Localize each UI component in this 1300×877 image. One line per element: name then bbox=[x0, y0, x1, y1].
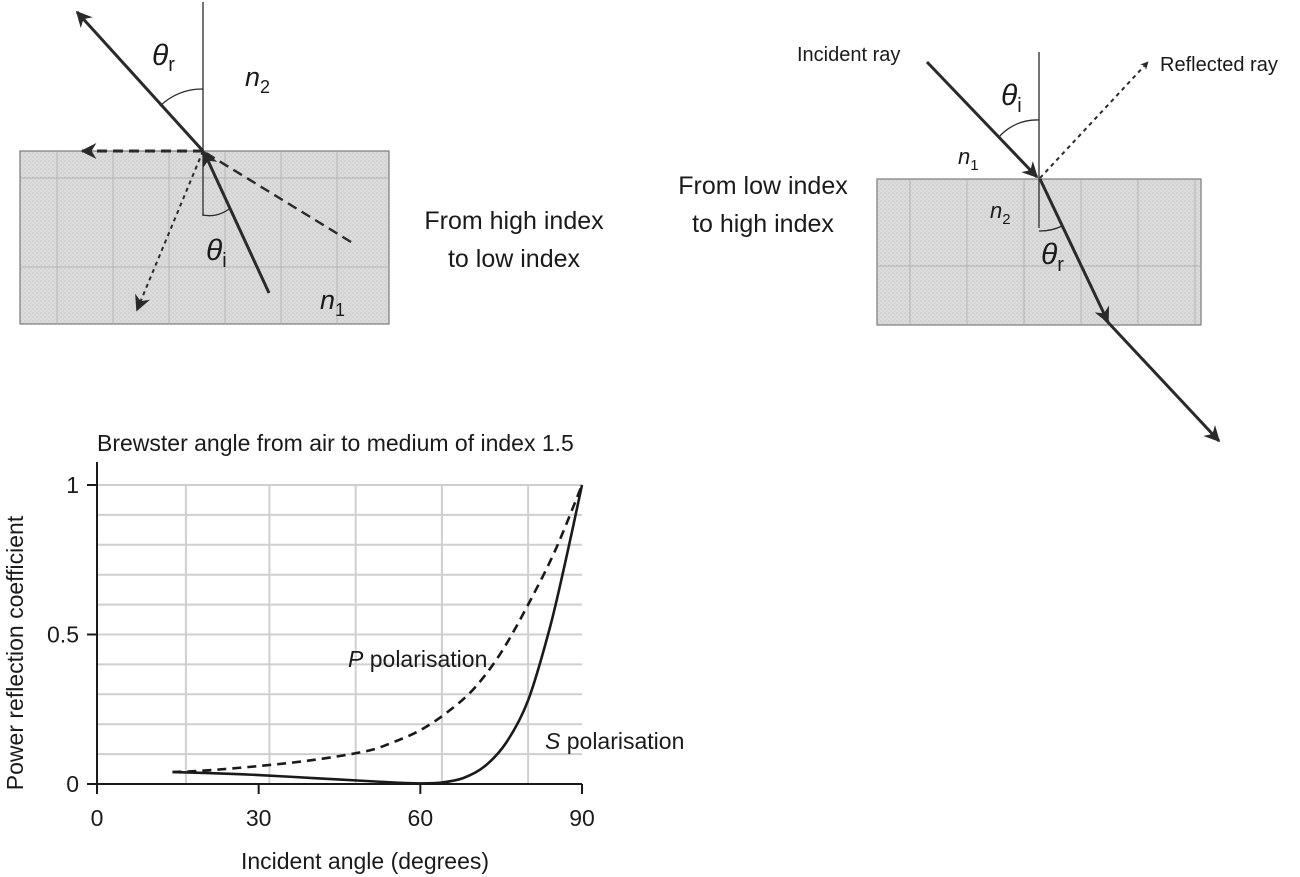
y-axis-label: Power reflection coefficient bbox=[2, 515, 28, 790]
brewster-chart: Brewster angle from air to medium of ind… bbox=[2, 430, 684, 874]
chart-series bbox=[172, 484, 584, 785]
diagram-high-to-low: θr n2 θi n1 From high index to low index bbox=[19, 2, 604, 325]
angle-arc-theta-i-left bbox=[202, 208, 230, 217]
x-axis-label: Incident angle (degrees) bbox=[241, 848, 489, 874]
theta-r-label-right: θr bbox=[1041, 238, 1064, 276]
caption-right-line1: From low index bbox=[678, 172, 848, 200]
series-line-s-polarisation bbox=[172, 484, 584, 785]
theta-r-label-left: θr bbox=[152, 39, 175, 76]
caption-left-line2: to low index bbox=[448, 245, 581, 273]
chart-grid bbox=[97, 484, 582, 784]
critical-incident-ray-left bbox=[205, 151, 352, 244]
y-tick-label: 0.5 bbox=[47, 622, 79, 648]
angle-arc-theta-r-left bbox=[159, 88, 204, 107]
reflected-ray-label: Reflected ray bbox=[1160, 54, 1278, 76]
block-grid-right bbox=[877, 179, 1201, 325]
theta-i-label-left: θi bbox=[206, 234, 227, 272]
series-label-p: P polarisation bbox=[348, 646, 487, 672]
incident-ray-left bbox=[202, 150, 271, 294]
chart-axes: 0 30 60 90 0 0.5 1 bbox=[47, 462, 595, 831]
caption-left-line1: From high index bbox=[424, 207, 604, 235]
x-tick-label: 60 bbox=[408, 805, 434, 831]
diagram-low-to-high: Incident ray Reflected ray θi n1 n2 θr F… bbox=[678, 44, 1278, 443]
medium-block-left bbox=[19, 150, 390, 325]
theta-i-label-right: θi bbox=[1001, 79, 1022, 117]
caption-right-line2: to high index bbox=[692, 210, 834, 238]
refracted-ray-right bbox=[1038, 178, 1110, 324]
n1-label-left: n1 bbox=[320, 285, 345, 320]
x-tick-label: 30 bbox=[246, 805, 272, 831]
y-tick-label: 0 bbox=[66, 771, 79, 797]
series-label-s: S polarisation bbox=[545, 728, 684, 754]
x-tick-label: 0 bbox=[91, 805, 104, 831]
n2-label-left: n2 bbox=[245, 62, 270, 97]
n1-label-right: n1 bbox=[958, 144, 979, 174]
y-tick-label: 1 bbox=[66, 472, 79, 498]
angle-arc-theta-r-right bbox=[1038, 225, 1063, 232]
angle-arc-theta-i-right bbox=[998, 119, 1040, 138]
reflected-ray-right bbox=[1039, 61, 1149, 179]
n2-label-right: n2 bbox=[990, 198, 1011, 228]
refracted-ray-left bbox=[75, 10, 205, 153]
chart-title: Brewster angle from air to medium of ind… bbox=[97, 430, 574, 456]
transmitted-ray-right bbox=[1102, 316, 1221, 443]
incident-ray-right bbox=[925, 60, 1039, 179]
x-tick-label: 90 bbox=[569, 805, 595, 831]
block-grid-left bbox=[20, 151, 389, 324]
series-line-p-polarisation bbox=[172, 484, 584, 774]
incident-ray-label: Incident ray bbox=[797, 44, 900, 66]
